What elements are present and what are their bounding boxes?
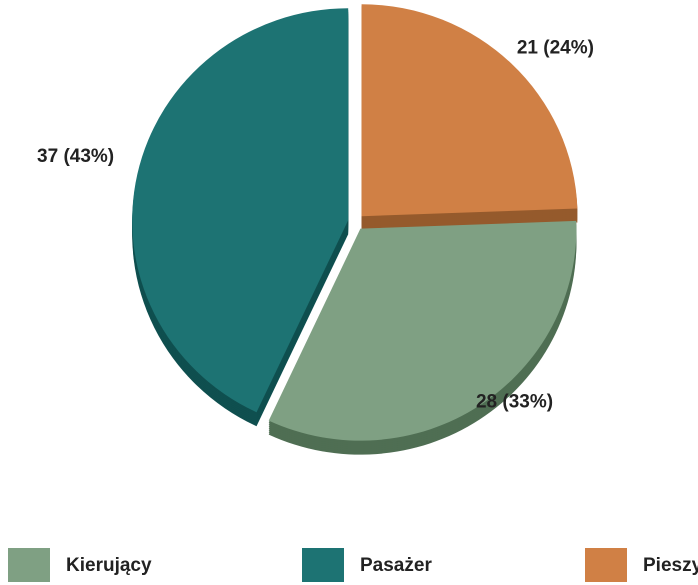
slice [361, 4, 578, 217]
legend-swatch [302, 548, 344, 582]
legend-swatch [8, 548, 50, 582]
data-label: 37 (43%) [37, 146, 114, 167]
legend-label: Pasażer [360, 555, 432, 576]
legend-label: Pieszy [643, 555, 698, 576]
slice [268, 220, 577, 441]
data-label: 21 (24%) [517, 37, 594, 58]
slice [132, 8, 349, 413]
legend-label: Kierujący [66, 555, 152, 576]
legend-swatch [585, 548, 627, 582]
data-label: 28 (33%) [476, 391, 553, 412]
